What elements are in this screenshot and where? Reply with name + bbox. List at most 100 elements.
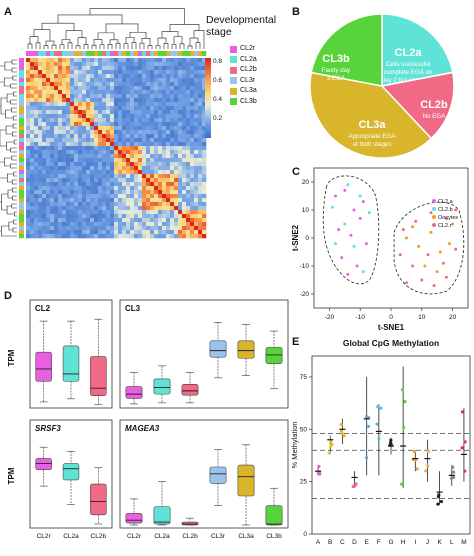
tsne-point-cl2-r xyxy=(404,281,408,285)
heatmap-cell xyxy=(50,198,55,203)
heatmap-cell xyxy=(98,62,103,67)
heatmap-cell xyxy=(114,114,119,119)
legend-item-cl2a: CL2a xyxy=(230,55,257,66)
heatmap-cell xyxy=(198,118,203,123)
heatmap-cell xyxy=(102,226,107,231)
heatmap-cell xyxy=(42,186,47,191)
heatmap-cell xyxy=(138,122,143,127)
heatmap-cell xyxy=(170,58,175,63)
dendrogram-branch xyxy=(91,44,97,49)
heatmap-cell xyxy=(46,194,51,199)
sample-point xyxy=(316,471,320,475)
tsne-point-oocytes xyxy=(435,270,439,274)
heatmap-cell xyxy=(166,102,171,107)
heatmap-cell xyxy=(38,202,43,207)
heatmap-cell xyxy=(90,190,95,195)
heatmap-cell xyxy=(50,138,55,143)
heatmap-cell xyxy=(102,158,107,163)
heatmap-cell xyxy=(74,162,79,167)
heatmap-cell xyxy=(138,158,143,163)
sample-point xyxy=(366,424,371,428)
heatmap-cell xyxy=(78,206,83,211)
heatmap-cell xyxy=(114,118,119,123)
heatmap-cell xyxy=(122,218,127,223)
heatmap-cell xyxy=(178,182,183,187)
stage-bar-cell xyxy=(42,51,47,56)
heatmap-cell xyxy=(126,74,131,79)
heatmap-cell xyxy=(122,142,127,147)
heatmap-cell xyxy=(46,154,51,159)
heatmap-cell xyxy=(166,190,171,195)
tsne-point-cl2-b xyxy=(361,270,365,274)
heatmap-cell xyxy=(110,126,115,131)
heatmap-cell xyxy=(102,70,107,75)
heatmap-cell xyxy=(58,234,63,239)
heatmap-cell xyxy=(38,186,43,191)
heatmap-cell xyxy=(142,138,147,143)
heatmap-cell xyxy=(98,178,103,183)
heatmap-cell xyxy=(62,174,67,179)
legend-label: CL2.b xyxy=(438,207,453,213)
heatmap-cell xyxy=(154,150,159,155)
heatmap-cell xyxy=(178,230,183,235)
heatmap-cell xyxy=(30,86,35,91)
heatmap-cell xyxy=(38,110,43,115)
heatmap-cell xyxy=(66,154,71,159)
heatmap-cell xyxy=(34,154,39,159)
heatmap-cell xyxy=(110,226,115,231)
heatmap-cell xyxy=(186,118,191,123)
sample-point xyxy=(389,438,393,442)
heatmap-cell xyxy=(70,214,75,219)
heatmap-cell xyxy=(170,70,175,75)
heatmap-cell xyxy=(182,230,187,235)
heatmap-cell xyxy=(178,198,183,203)
heatmap-cell xyxy=(118,194,123,199)
heatmap-cell xyxy=(106,86,111,91)
heatmap-cell xyxy=(110,186,115,191)
heatmap-cell xyxy=(30,186,35,191)
heatmap-cell xyxy=(78,134,83,139)
heatmap-cell xyxy=(26,214,31,219)
heatmap-cell xyxy=(114,166,119,171)
heatmap-cell xyxy=(198,166,203,171)
heatmap-cell xyxy=(118,190,123,195)
heatmap-cell xyxy=(94,182,99,187)
heatmap-cell xyxy=(138,150,143,155)
heatmap-cell xyxy=(198,114,203,119)
heatmap-cell xyxy=(170,218,175,223)
heatmap-cell xyxy=(66,158,71,163)
heatmap-cell xyxy=(130,126,135,131)
heatmap-cell xyxy=(126,150,131,155)
x-tick-label: B xyxy=(328,539,332,546)
x-tick-label: M xyxy=(461,539,466,546)
boxplot-frame xyxy=(29,299,113,409)
heatmap-cell xyxy=(46,150,51,155)
heatmap-cell xyxy=(30,154,35,159)
heatmap-cell xyxy=(130,102,135,107)
heatmap-cell xyxy=(98,150,103,155)
heatmap-cell xyxy=(86,90,91,95)
heatmap-cell xyxy=(38,78,43,83)
heatmap-cell xyxy=(26,114,31,119)
heatmap-cell xyxy=(110,142,115,147)
heatmap-cell xyxy=(198,218,203,223)
heatmap-cell xyxy=(30,106,35,111)
heatmap-cell xyxy=(78,126,83,131)
heatmap-cell xyxy=(182,110,187,115)
heatmap-cell xyxy=(94,186,99,191)
dendrogram-branch xyxy=(33,29,51,42)
heatmap-cell xyxy=(38,226,43,231)
heatmap-cell xyxy=(178,154,183,159)
heatmap-cell xyxy=(130,210,135,215)
stage-bar-cell xyxy=(19,178,24,183)
heatmap-cell xyxy=(102,154,107,159)
box-cl3b xyxy=(265,505,283,526)
heatmap-cell xyxy=(90,234,95,239)
heatmap-cell xyxy=(118,186,123,191)
heatmap-cell xyxy=(178,130,183,135)
dendrogram-branch xyxy=(195,42,201,49)
heatmap-cell xyxy=(54,66,59,71)
heatmap-cell xyxy=(62,82,67,87)
heatmap-cell xyxy=(34,186,39,191)
heatmap-cell xyxy=(86,62,91,67)
